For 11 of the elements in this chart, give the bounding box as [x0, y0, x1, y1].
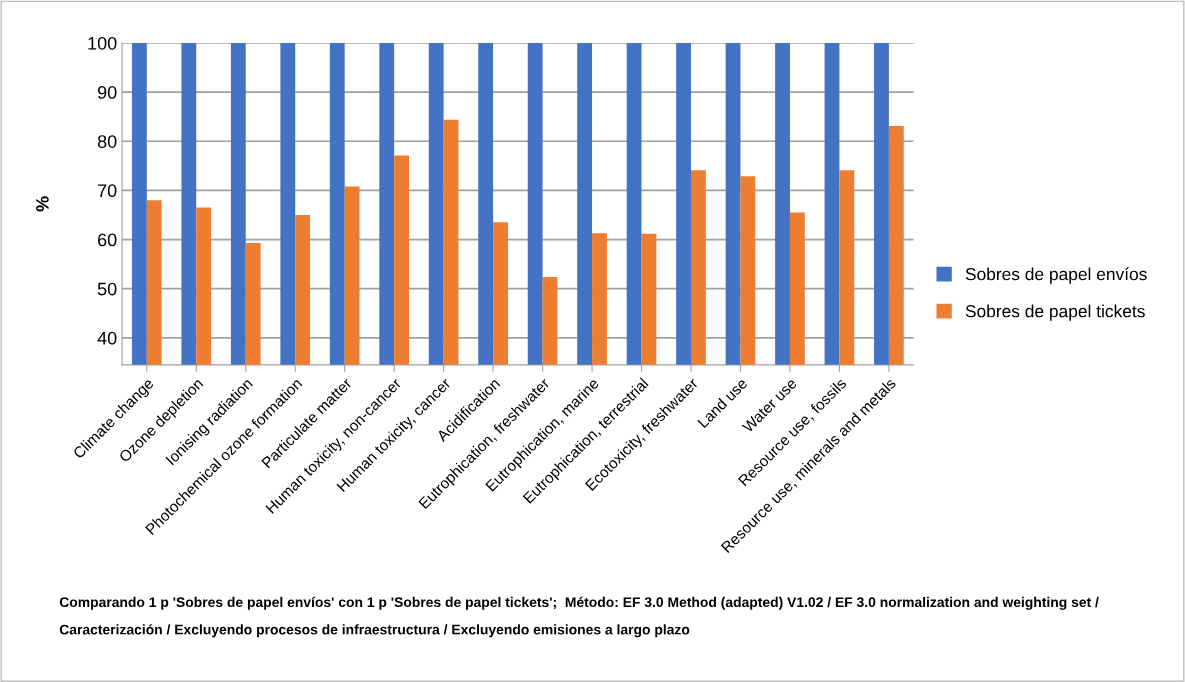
text: Comparando 1 p 'Sobres de papel envíos' con 1 p 'Sobres de papel tickets'; Método: EF 3.0 Method (adapted) V1.02 / EF 3.0 normalization and weighting set / Caracterización / Excluyendo procesos de infraestructura / Excluyendo emisiones a largo plazo	[59, 596, 1099, 638]
y-tick-label: 60	[98, 233, 117, 247]
y-tick-label: 100	[88, 36, 117, 50]
legend-label: Sobres de papel envíos	[965, 267, 1147, 284]
y-tick-label: 80	[97, 135, 117, 148]
y-tick-label: 40	[97, 331, 117, 345]
y-tick-label: 70	[98, 184, 117, 198]
legend-label: Sobres de papel tickets	[965, 304, 1145, 321]
y-tick-label: 50	[97, 282, 117, 296]
y-tick-label: 90	[97, 86, 117, 99]
y-axis-title: %	[36, 196, 49, 212]
